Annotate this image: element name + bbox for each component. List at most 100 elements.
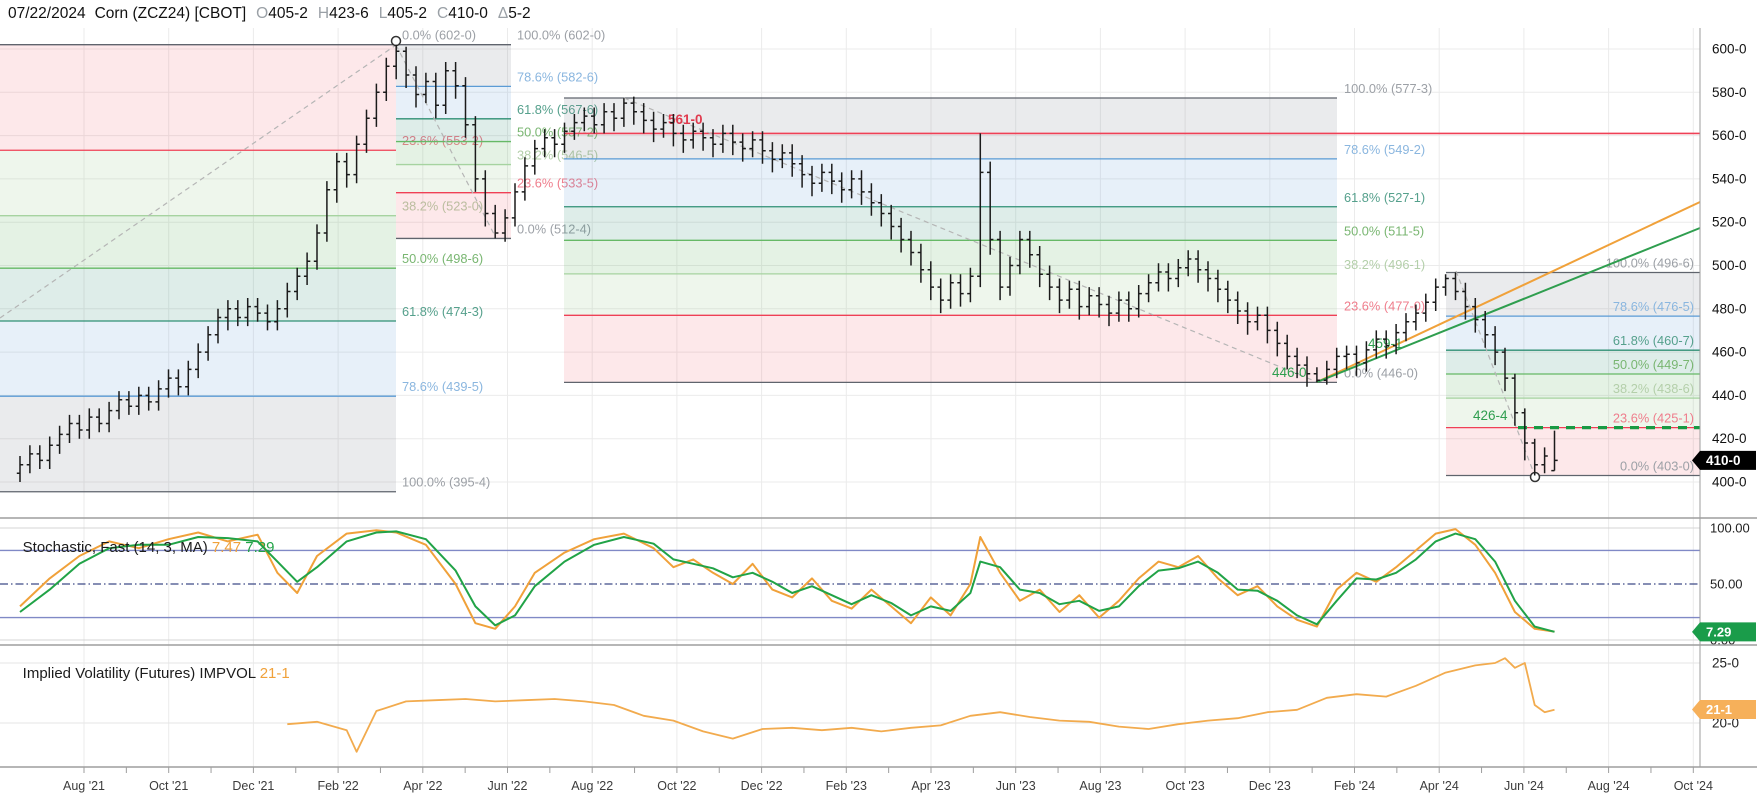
x-axis-label: Apr '23 [911,779,950,793]
fib-level-label: 100.0% (496-6) [1606,256,1694,271]
axis-badge [1692,700,1756,719]
impvol-axis-label: 20-0 [1712,716,1739,731]
fib-level-label: 61.8% (474-3) [402,304,483,319]
x-axis-label: Jun '23 [996,779,1036,793]
price-axis-label: 600-0 [1712,42,1747,57]
fib-level-label: 0.0% (512-4) [517,221,591,236]
stochastic-k-line [19,528,1555,633]
x-axis-label: Oct '21 [149,779,188,793]
x-axis-label: Oct '23 [1165,779,1204,793]
stochastic-d-value: 7.29 [241,539,275,556]
fib-level-label: 23.6% (425-1) [1613,411,1694,426]
price-axis-label: 440-0 [1712,388,1747,403]
axis-badge-value: 410-0 [1706,453,1741,468]
high-value: 423-6 [329,4,369,22]
fib-level-label: 78.6% (476-5) [1613,299,1694,314]
price-annotation: 426-4 [1473,408,1508,423]
x-axis-label: Dec '23 [1249,779,1291,793]
change-value: 5-2 [508,4,531,22]
fib-level-label: 50.0% (498-6) [402,251,483,266]
price-axis-label: 580-0 [1712,85,1747,100]
fib-level-label: 50.0% (449-7) [1613,357,1694,372]
quote-date: 07/22/2024 [8,4,86,22]
fib-level-label: 50.0% (557-2) [517,125,598,140]
fib-level-label: 38.2% (438-6) [1613,381,1694,396]
price-axis-label: 540-0 [1712,171,1747,186]
fib-level-label: 100.0% (602-0) [517,28,605,43]
stochastic-study-name: Stochastic, Fast (14, 3, MA) [22,539,212,556]
x-axis-label: Jun '24 [1504,779,1544,793]
fib-level-label: 78.6% (549-2) [1344,142,1425,157]
impvol-line [287,657,1555,753]
change-label: Δ [497,4,509,22]
fib-level-label: 78.6% (439-5) [402,379,483,394]
x-axis-label: Apr '24 [1420,779,1459,793]
fib-level-label: 0.0% (602-0) [402,28,476,43]
fib-level-label: 38.2% (523-0) [402,199,483,214]
impvol-value: 21-1 [259,665,290,682]
fib-level-label: 50.0% (511-5) [1344,223,1424,238]
fib-level-label: 78.6% (582-6) [517,69,598,84]
high-label: H [317,4,330,22]
close-value: 410-0 [448,4,488,22]
open-value: 405-2 [268,4,308,22]
stoch-axis-label: 50.00 [1710,577,1743,592]
price-axis-label: 560-0 [1712,128,1747,143]
price-axis-label: 520-0 [1712,215,1747,230]
fib-level-label: 100.0% (395-4) [402,475,490,490]
x-axis-label: Oct '24 [1674,779,1713,793]
stochastic-panel-label: Stochastic, Fast (14, 3, MA) 7.47 7.29 [6,522,275,573]
x-axis-label: Feb '24 [1334,779,1375,793]
close-label: C [437,4,449,22]
price-axis-label: 500-0 [1712,258,1747,273]
price-annotation: 459-1 [1368,336,1403,351]
x-axis-label: Aug '22 [571,779,613,793]
gridlines [0,28,1700,767]
impvol-study-name: Implied Volatility (Futures) IMPVOL [22,665,260,682]
fib-level-label: 61.8% (527-1) [1344,190,1425,205]
x-axis-label: Apr '22 [403,779,442,793]
stochastic-k-value: 7.47 [211,539,242,556]
axis-badge [1692,622,1756,642]
x-axis-label: Dec '21 [232,779,274,793]
fib-level-label: 23.6% (533-5) [517,176,598,191]
fib-level-label: 61.8% (460-7) [1613,333,1694,348]
fib-level-label: 100.0% (577-3) [1344,81,1432,96]
indicator-lines [19,528,1555,753]
axis-badge-value: 21-1 [1706,702,1732,717]
x-axis-label: Aug '24 [1588,779,1630,793]
x-axis-label: Feb '23 [826,779,867,793]
axis-badge-value: 7.29 [1706,624,1731,639]
fibonacci-retracements: 0.0% (602-0) 23.6% (553-2) 38.2% (523-0) 50… [0,28,1700,493]
price-axis-label: 420-0 [1712,431,1747,446]
symbol-title: Corn (ZCZ24) [CBOT] [94,4,247,22]
price-axis-label: 400-0 [1712,475,1747,490]
fib-level-label: 38.2% (496-1) [1344,257,1425,272]
low-label: L [378,4,388,22]
x-axis-label: Jun '22 [488,779,528,793]
price-axis-label: 480-0 [1712,301,1747,316]
axis-badge [1692,450,1756,470]
stochastic-d-line [19,530,1555,633]
price-annotation: 446-0 [1272,365,1307,380]
price-bars [16,44,1558,482]
fib-level-label: 0.0% (446-0) [1344,365,1418,380]
fib-level-label: 0.0% (403-0) [1620,459,1694,474]
x-axis-label: Aug '21 [63,779,105,793]
fib-level-label: 61.8% (567-6) [517,102,598,117]
low-value: 405-2 [387,4,428,22]
x-axis-label: Feb '22 [317,779,358,793]
axes: Aug '21 Oct '21 Dec '21 Feb '22 Apr '22 Jun '… [0,28,1757,793]
fib-level-label: 23.6% (553-2) [402,133,483,148]
x-axis-label: Aug '23 [1079,779,1121,793]
stoch-axis-label: 100.00 [1710,521,1750,536]
price-axis-label: 460-0 [1712,345,1747,360]
open-label: O [256,4,269,22]
impvol-panel-label: Implied Volatility (Futures) IMPVOL 21-1 [6,648,290,699]
impvol-axis-label: 25-0 [1712,656,1739,671]
x-axis-label: Dec '22 [741,779,783,793]
x-axis-label: Oct '22 [657,779,696,793]
